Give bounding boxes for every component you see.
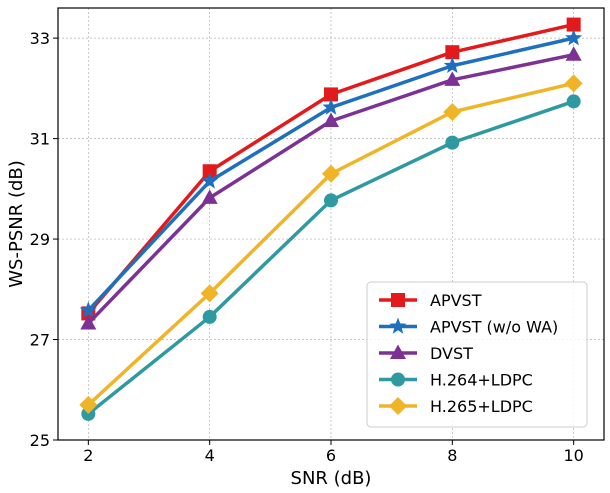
data-point-h-264-ldpc — [566, 94, 581, 109]
data-point-h-264-ldpc — [81, 406, 96, 421]
data-point-apvst-w-o-wa — [79, 301, 97, 318]
legend-label-dvst: DVST — [430, 344, 473, 363]
y-tick-label: 27 — [30, 331, 50, 350]
data-point-apvst — [324, 87, 338, 102]
data-point-apvst-w-o-wa — [565, 29, 583, 46]
data-point-apvst-w-o-wa — [322, 98, 340, 115]
legend-entry-apvst: APVST — [379, 291, 482, 310]
data-point-apvst-w-o-wa — [443, 56, 461, 74]
legend-marker-h-265-ldpc — [389, 397, 407, 415]
data-point-apvst — [445, 45, 460, 60]
axis-ticks: 2 4 6 8 10 25 27 29 31 33 — [30, 29, 584, 465]
y-axis-label: WS-PSNR (dB) — [6, 160, 27, 288]
legend-marker-h-264-ldpc — [391, 372, 405, 387]
data-point-dvst — [565, 46, 582, 61]
data-point-dvst — [323, 112, 339, 128]
legend-marker-apvst-w-o-wa — [389, 317, 407, 334]
y-tick-label: 25 — [30, 431, 50, 450]
data-point-h-264-ldpc — [324, 193, 338, 208]
data-point-h-265-ldpc — [79, 395, 98, 414]
x-tick-label: 8 — [447, 446, 457, 465]
x-tick-label: 2 — [83, 446, 93, 465]
data-point-dvst — [201, 189, 218, 204]
legend-box — [366, 281, 588, 428]
x-tick-label: 6 — [326, 446, 336, 465]
x-tick-label: 4 — [205, 446, 215, 465]
data-point-apvst-w-o-wa — [201, 172, 219, 189]
data-point-h-264-ldpc — [202, 309, 217, 324]
data-point-dvst — [80, 314, 97, 330]
x-tick-label: 10 — [563, 446, 583, 465]
series-h-264-ldpc — [81, 94, 581, 421]
data-point-apvst — [202, 164, 217, 179]
legend-label-apvst: APVST — [430, 291, 482, 310]
legend-entry-dvst: DVST — [379, 344, 473, 363]
legend-label-h-265-ldpc: H.265+LDPC — [430, 397, 533, 416]
legend-entry-h-265-ldpc: H.265+LDPC — [379, 397, 533, 416]
series-lines — [79, 17, 583, 421]
legend-label-h-264-ldpc: H.264+LDPC — [430, 371, 533, 390]
y-tick-label: 33 — [30, 29, 50, 48]
legend: APVST APVST (w/o WA) DVST H.264+LDPC H.265+L… — [366, 281, 588, 428]
legend-entry-apvst-w-o-wa: APVST (w/o WA) — [379, 317, 558, 337]
y-tick-label: 31 — [30, 130, 50, 149]
data-point-h-265-ldpc — [443, 102, 462, 121]
legend-marker-dvst — [390, 344, 406, 359]
series-apvst — [81, 17, 581, 321]
data-point-h-265-ldpc — [322, 164, 340, 183]
series-h-265-ldpc — [79, 74, 583, 414]
series-dvst — [80, 46, 582, 330]
y-tick-label: 29 — [30, 230, 50, 249]
x-axis-label: SNR (dB) — [291, 468, 372, 489]
legend-marker-apvst — [391, 293, 405, 307]
data-point-h-264-ldpc — [445, 135, 460, 150]
series-apvst-w-o-wa — [79, 29, 583, 318]
legend-entry-h-264-ldpc: H.264+LDPC — [379, 371, 533, 390]
data-point-dvst — [444, 71, 461, 86]
data-point-apvst — [566, 17, 581, 32]
data-point-h-265-ldpc — [564, 74, 583, 93]
legend-label-apvst-w-o-wa: APVST (w/o WA) — [430, 318, 558, 337]
data-point-h-265-ldpc — [200, 284, 219, 303]
